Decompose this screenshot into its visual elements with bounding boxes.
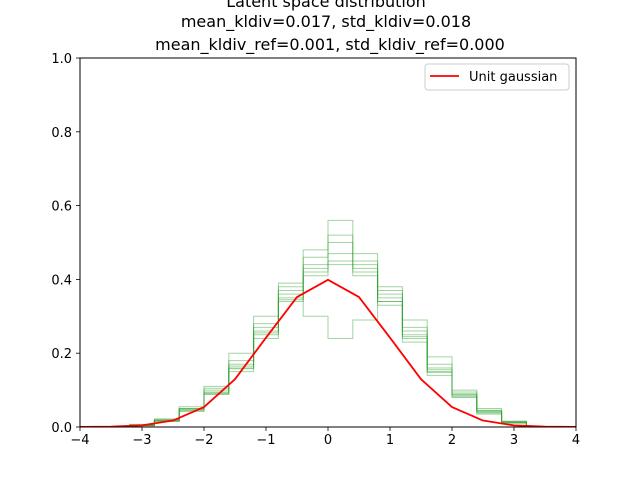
unit-gaussian-curve-group: [80, 278, 576, 427]
y-tick-label: 0.6: [51, 200, 72, 215]
histogram-step-line: [129, 286, 527, 427]
x-axis: −4 −3 −2 −1 0 1 2 3 4: [70, 427, 580, 448]
x-tick-label: 4: [572, 433, 580, 448]
y-tick-label: 0.2: [51, 347, 72, 362]
histogram-step-line: [129, 234, 527, 427]
title-line-3: mean_kldiv_ref=0.001, std_kldiv_ref=0.00…: [155, 35, 505, 55]
x-tick-label: −4: [70, 433, 89, 448]
y-axis: 0.0 0.2 0.4 0.6 0.8 1.0: [51, 52, 80, 436]
histogram-step-line: [129, 264, 527, 427]
x-tick-label: −1: [256, 433, 275, 448]
y-tick-label: 1.0: [51, 52, 72, 67]
title-line-2: mean_kldiv=0.017, std_kldiv=0.018: [181, 12, 471, 32]
legend-box: [424, 63, 570, 91]
y-tick-label: 0.0: [51, 421, 72, 436]
title-line-1: Latent space distribution: [226, 0, 426, 11]
histogram-step-line: [129, 219, 527, 427]
histogram-step-line: [129, 260, 527, 427]
x-tick-label: 3: [510, 433, 518, 448]
x-tick-label: −3: [132, 433, 151, 448]
unit-gaussian-line: [80, 278, 576, 427]
legend: Unit gaussian: [424, 63, 570, 91]
chart-title: Latent space distribution mean_kldiv=0.0…: [155, 0, 505, 55]
y-tick-label: 0.8: [51, 126, 72, 141]
x-tick-label: 2: [448, 433, 456, 448]
x-tick-label: 0: [324, 433, 332, 448]
x-tick-label: 1: [386, 433, 394, 448]
histogram-step-line: [129, 253, 527, 427]
x-tick-label: −2: [194, 433, 213, 448]
y-tick-label: 0.4: [51, 273, 72, 288]
legend-label-unit-gaussian: Unit gaussian: [469, 70, 557, 85]
